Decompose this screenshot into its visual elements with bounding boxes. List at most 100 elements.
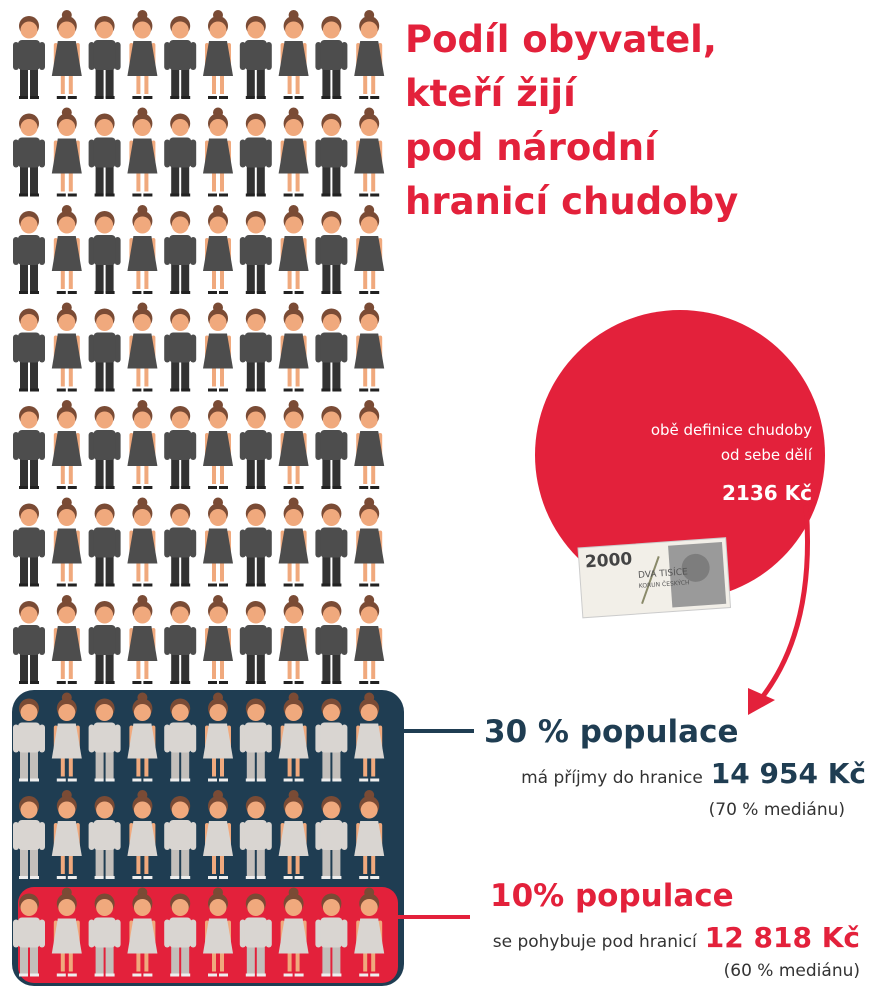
person <box>88 601 121 684</box>
shoe <box>294 291 304 294</box>
leg <box>30 750 38 781</box>
shoe <box>94 973 104 977</box>
shoe <box>67 388 77 392</box>
person <box>88 796 121 879</box>
face <box>133 704 151 721</box>
face <box>285 411 303 429</box>
face <box>247 21 265 39</box>
leg <box>287 947 292 972</box>
person <box>13 893 45 977</box>
arm <box>88 919 95 948</box>
person <box>315 601 348 684</box>
arm <box>164 432 171 460</box>
leg <box>171 848 180 878</box>
dress <box>278 236 309 271</box>
person <box>13 113 45 197</box>
shoe <box>208 583 217 587</box>
dress <box>127 528 158 564</box>
leg <box>60 752 65 777</box>
dress <box>127 918 158 954</box>
leg <box>322 68 331 98</box>
face <box>20 509 38 526</box>
note-words: DVA TISÍCE <box>638 565 689 580</box>
dress <box>51 528 82 564</box>
shoe <box>370 388 380 392</box>
shoe <box>67 193 77 197</box>
torso <box>320 820 343 850</box>
shoe <box>294 876 304 879</box>
person <box>127 400 158 489</box>
face <box>209 216 227 234</box>
face <box>96 21 114 39</box>
face <box>58 216 76 234</box>
leg <box>171 68 180 98</box>
leg <box>136 167 141 192</box>
shoe <box>143 876 153 879</box>
torso <box>320 527 343 558</box>
leg <box>95 555 104 586</box>
person <box>51 497 82 587</box>
face <box>322 801 340 819</box>
dress <box>278 626 309 661</box>
leg <box>68 70 73 94</box>
shoe <box>30 486 39 489</box>
shoe <box>30 778 39 782</box>
arm <box>315 724 322 753</box>
leg <box>105 750 114 781</box>
leg <box>181 458 190 488</box>
leg <box>105 653 114 683</box>
shoe <box>245 193 255 197</box>
face <box>171 704 189 721</box>
shoe <box>143 583 153 587</box>
shoe <box>19 778 28 782</box>
leg <box>371 655 376 679</box>
person <box>203 205 233 294</box>
person <box>164 796 197 879</box>
shoe <box>245 291 255 294</box>
leg <box>171 945 180 976</box>
shoe <box>170 291 180 294</box>
person <box>13 601 45 684</box>
shoe <box>30 291 39 294</box>
person <box>203 400 233 489</box>
person <box>278 205 309 294</box>
arm <box>164 139 171 168</box>
leg <box>212 947 216 972</box>
arm <box>13 42 19 70</box>
leg <box>60 362 65 387</box>
person <box>13 503 45 587</box>
arm <box>164 237 171 265</box>
torso <box>18 332 40 363</box>
person <box>278 400 309 489</box>
shoe <box>208 973 217 977</box>
shoe <box>19 486 28 489</box>
leg <box>105 68 114 98</box>
shoe <box>321 291 331 294</box>
leg <box>95 653 104 683</box>
shoe <box>105 583 115 587</box>
group-headline: 30 % populace <box>484 714 738 750</box>
leg <box>295 167 300 192</box>
dress <box>51 236 82 271</box>
face <box>209 606 227 624</box>
face <box>133 899 151 916</box>
leg <box>144 362 149 387</box>
leg <box>212 752 216 777</box>
leg <box>68 947 73 972</box>
torso <box>169 917 192 948</box>
leg <box>95 263 104 293</box>
face <box>58 606 76 624</box>
arm <box>39 432 45 460</box>
shoe <box>56 778 66 782</box>
shoe <box>219 486 228 489</box>
person <box>278 302 309 392</box>
shoe <box>56 681 66 684</box>
leg <box>171 165 180 196</box>
leg <box>246 750 255 781</box>
shoe <box>19 973 28 977</box>
shoe <box>321 876 331 879</box>
leg <box>136 655 141 679</box>
person <box>203 107 233 197</box>
leg <box>105 263 114 293</box>
leg <box>322 263 331 293</box>
